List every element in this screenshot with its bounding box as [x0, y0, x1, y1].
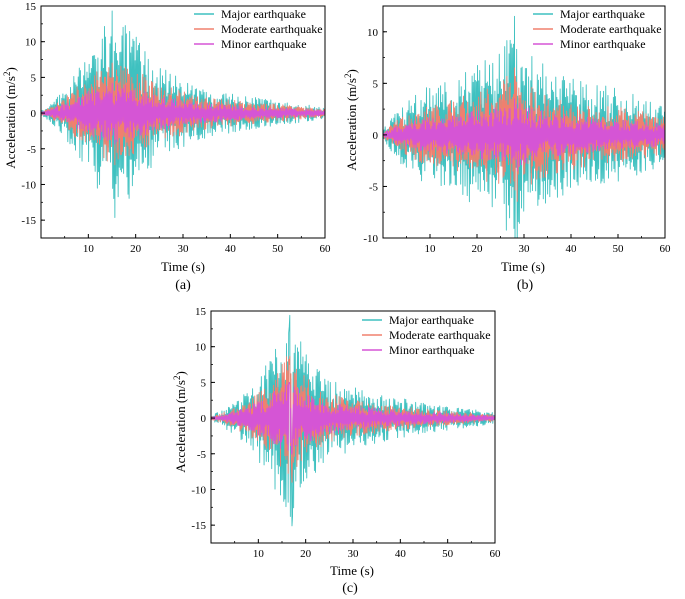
series-line-a-minor-earthquake [41, 82, 325, 145]
y-axis-label-close-c: ) [173, 371, 188, 375]
x-tick-label-c: 20 [300, 548, 312, 560]
x-tick-label-a: 20 [130, 243, 142, 255]
y-axis-label-sup-c: 2 [172, 376, 182, 381]
y-axis-label-c: Acceleration (m/s2) [172, 371, 188, 473]
x-tick-label-a: 40 [225, 243, 237, 255]
legend-label-a-moderate-earthquake: Moderate earthquake [221, 22, 323, 36]
legend-label-a-major-earthquake: Major earthquake [221, 7, 306, 21]
x-axis-label-a: Time (s) [161, 259, 205, 274]
legend-label-b-moderate-earthquake: Moderate earthquake [560, 22, 662, 36]
series-group-a [41, 10, 325, 218]
series-group-b [383, 15, 665, 238]
legend-label-c-moderate-earthquake: Moderate earthquake [389, 328, 491, 342]
x-tick-label-c: 30 [348, 548, 360, 560]
panel-label-a: (a) [175, 278, 191, 293]
panel-label-c: (c) [342, 581, 358, 596]
chart-panel-a: (a) Time (s) Acceleration (m/s2) -15 -10 -… [2, 1, 331, 293]
y-tick-label-a: -15 [21, 215, 36, 227]
y-axis-label-text-c: Acceleration (m/s [173, 380, 188, 473]
y-axis-label-text-b: Acceleration (m/s [344, 78, 359, 171]
y-tick-label-c: -15 [191, 520, 206, 532]
chart-panel-b: (b) Time (s) Acceleration (m/s2) -10 -5 0 5… [343, 5, 672, 293]
y-tick-label-a: -10 [21, 179, 36, 191]
x-tick-label-b: 40 [566, 243, 578, 255]
y-axis-label-text-a: Acceleration (m/s [3, 76, 18, 169]
y-tick-label-b: 5 [373, 78, 379, 90]
series-group-c [211, 314, 495, 527]
y-tick-label-c: 0 [201, 413, 207, 425]
y-tick-label-b: -10 [363, 233, 378, 245]
y-tick-label-b: 10 [367, 27, 379, 39]
x-tick-label-c: 60 [490, 548, 502, 560]
x-axis-label-c: Time (s) [330, 563, 374, 578]
y-tick-label-a: 0 [31, 108, 37, 120]
x-tick-label-b: 30 [519, 243, 531, 255]
y-tick-label-c: 10 [195, 342, 207, 354]
y-tick-label-a: -5 [27, 144, 37, 156]
x-tick-label-a: 10 [83, 243, 95, 255]
y-tick-label-c: -5 [197, 449, 207, 461]
y-axis-label-sup-b: 2 [343, 74, 353, 79]
series-line-c-minor-earthquake [211, 381, 495, 455]
y-tick-label-a: 10 [25, 37, 37, 49]
x-tick-label-b: 20 [472, 243, 484, 255]
y-axis-label-close-a: ) [3, 67, 18, 71]
x-tick-label-c: 10 [253, 548, 265, 560]
y-tick-label-c: 5 [201, 377, 207, 389]
x-tick-label-c: 50 [442, 548, 454, 560]
y-tick-label-c: 15 [195, 306, 207, 318]
y-tick-label-b: -5 [369, 181, 379, 193]
x-tick-label-a: 60 [320, 243, 332, 255]
legend-label-a-minor-earthquake: Minor earthquake [221, 37, 307, 51]
x-tick-label-b: 60 [660, 243, 672, 255]
y-axis-label-b: Acceleration (m/s2) [343, 69, 359, 171]
x-tick-label-b: 50 [613, 243, 625, 255]
y-tick-label-a: 5 [31, 72, 37, 84]
y-axis-label-sup-a: 2 [2, 72, 12, 77]
x-tick-label-c: 40 [395, 548, 407, 560]
y-tick-label-a: 15 [25, 1, 37, 13]
x-axis-label-b: Time (s) [501, 259, 545, 274]
legend-label-b-minor-earthquake: Minor earthquake [560, 37, 646, 51]
series-line-b-minor-earthquake [383, 98, 665, 172]
y-tick-label-c: -10 [191, 484, 206, 496]
y-tick-label-b: 0 [373, 130, 379, 142]
x-tick-label-a: 30 [178, 243, 190, 255]
x-tick-label-a: 50 [272, 243, 284, 255]
x-tick-label-b: 10 [425, 243, 437, 255]
legend-label-b-major-earthquake: Major earthquake [560, 7, 645, 21]
legend-label-c-minor-earthquake: Minor earthquake [389, 343, 475, 357]
y-axis-label-close-b: ) [344, 69, 359, 73]
chart-panel-c: (c) Time (s) Acceleration (m/s2) -15 -10 -… [172, 306, 501, 596]
panel-label-b: (b) [517, 278, 534, 293]
legend-label-c-major-earthquake: Major earthquake [389, 313, 474, 327]
y-axis-label-a: Acceleration (m/s2) [2, 67, 18, 169]
